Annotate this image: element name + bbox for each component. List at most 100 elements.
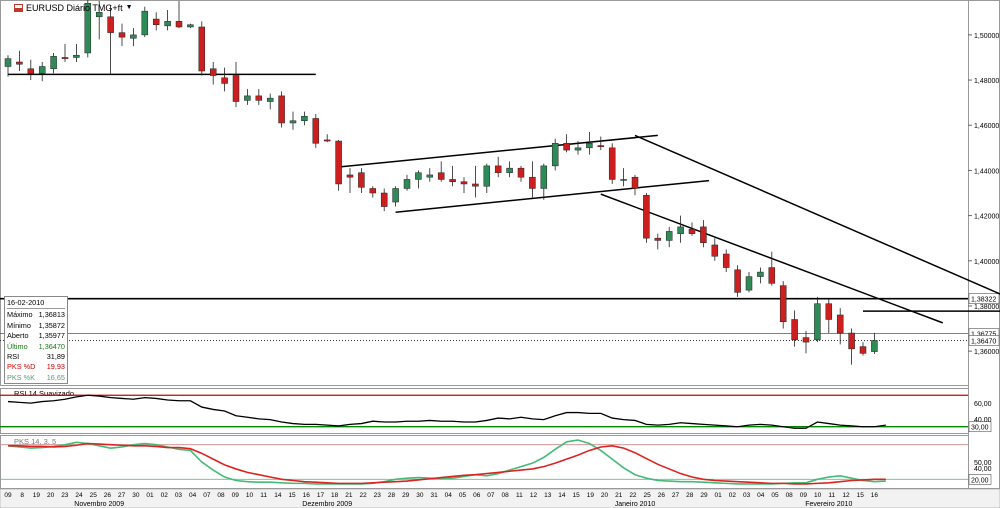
level-label: 30,00 <box>971 425 989 432</box>
x-tick-label: 24 <box>75 492 83 499</box>
pks-title: PKS 14, 3, 5 <box>14 437 56 446</box>
candle-body <box>871 340 878 352</box>
y-tick-label: 1,48000 <box>974 78 999 85</box>
x-tick-label: 19 <box>33 492 41 499</box>
candle-body <box>437 172 445 180</box>
ohlc-info-box: 16-02-2010 Máximo 1,36813 Mínimo 1,35872 A… <box>4 296 68 384</box>
candle-body <box>722 253 730 268</box>
x-tick-label: 04 <box>445 492 453 499</box>
x-tick-label: 27 <box>672 492 680 499</box>
candle-body <box>460 181 468 185</box>
rsi-line <box>7 394 886 429</box>
chart-title-bar[interactable]: EURUSD Diário TMG+ft ▼ <box>14 1 133 14</box>
level-label-box <box>968 421 992 433</box>
candle-body <box>232 75 240 102</box>
candle-body <box>836 314 844 334</box>
candle-body <box>586 143 593 149</box>
candle-body <box>597 145 605 147</box>
candle-body <box>301 115 308 121</box>
info-row: RSI 31,89 <box>7 352 65 362</box>
x-tick-label: 16 <box>871 492 879 499</box>
info-row: PKS %K 16,65 <box>7 373 65 383</box>
candle-body <box>107 16 114 33</box>
candle-body <box>620 179 627 181</box>
x-tick-label: 14 <box>274 492 282 499</box>
symbol-icon <box>14 3 23 12</box>
candle-body <box>4 58 12 67</box>
x-tick-label: 15 <box>857 492 865 499</box>
pks-d-line <box>8 442 886 485</box>
candle-body <box>16 61 23 65</box>
candle-body <box>392 188 399 203</box>
info-value: 1,36470 <box>38 341 65 351</box>
candle-body <box>825 303 833 320</box>
candle-body <box>141 10 149 36</box>
x-tick-label: 11 <box>516 492 523 499</box>
info-row: Último 1,36470 <box>7 342 65 352</box>
candle-body <box>426 174 434 178</box>
info-label: Último <box>7 341 28 351</box>
candle-body <box>665 231 673 241</box>
x-tick-label: 01 <box>715 492 723 499</box>
pks-k-line <box>7 439 886 485</box>
candle-body <box>791 319 798 341</box>
x-tick-label: 09 <box>800 492 808 499</box>
candle-body <box>73 54 80 58</box>
candle-body <box>27 68 35 74</box>
trendline <box>395 179 710 213</box>
info-value: 1,35977 <box>38 331 65 341</box>
month-label: Fevereiro 2010 <box>805 501 852 508</box>
candle-body <box>677 226 684 234</box>
candle-body <box>358 172 365 188</box>
candle-body <box>164 21 171 27</box>
candle-body <box>745 276 753 291</box>
x-tick-label: 20 <box>47 492 55 499</box>
candle-body <box>369 188 377 194</box>
x-tick-label: 12 <box>530 492 538 499</box>
chevron-down-icon[interactable]: ▼ <box>125 4 133 11</box>
candle-body <box>802 337 810 343</box>
x-tick-label: 27 <box>118 492 126 499</box>
x-tick-label: 28 <box>388 492 396 499</box>
y-axis-strip <box>968 0 1000 489</box>
candle-body <box>608 147 616 180</box>
x-tick-label: 06 <box>473 492 481 499</box>
x-tick-label: 29 <box>402 492 410 499</box>
x-tick-label: 18 <box>331 492 339 499</box>
candle-body <box>50 56 57 70</box>
x-tick-label: 19 <box>587 492 595 499</box>
y-tick-label: 50,00 <box>974 460 992 467</box>
candle-body <box>768 267 776 284</box>
x-tick-label: 25 <box>644 492 652 499</box>
info-value: 19,93 <box>46 362 65 372</box>
x-tick-label: 15 <box>573 492 581 499</box>
candle-body <box>255 95 263 101</box>
x-tick-label: 17 <box>317 492 325 499</box>
candle-body <box>38 66 46 74</box>
candle-body <box>494 165 502 173</box>
rsi-title: RSI 14 Suavizado <box>14 389 74 398</box>
candle-body <box>506 167 513 173</box>
candle-body <box>335 140 342 185</box>
x-tick-label: 04 <box>189 492 197 499</box>
candle-body <box>244 95 251 101</box>
candle-body <box>312 118 320 144</box>
x-tick-label: 11 <box>828 492 835 499</box>
x-tick-label: 21 <box>345 492 353 499</box>
candle-body <box>814 303 821 341</box>
candle-body <box>563 143 570 151</box>
candle-body <box>61 57 69 59</box>
candle-body <box>449 179 456 182</box>
candle-body <box>84 3 92 54</box>
y-tick-label: 1,40000 <box>974 259 999 266</box>
x-tick-label: 02 <box>729 492 737 499</box>
candle-body <box>209 68 217 76</box>
x-tick-label: 08 <box>217 492 225 499</box>
x-tick-label: 29 <box>700 492 708 499</box>
candle-body <box>688 228 696 234</box>
x-tick-label: 23 <box>374 492 382 499</box>
candle-body <box>187 24 194 28</box>
info-label: Aberto <box>7 331 29 341</box>
price-label: 1,38322 <box>971 297 996 304</box>
